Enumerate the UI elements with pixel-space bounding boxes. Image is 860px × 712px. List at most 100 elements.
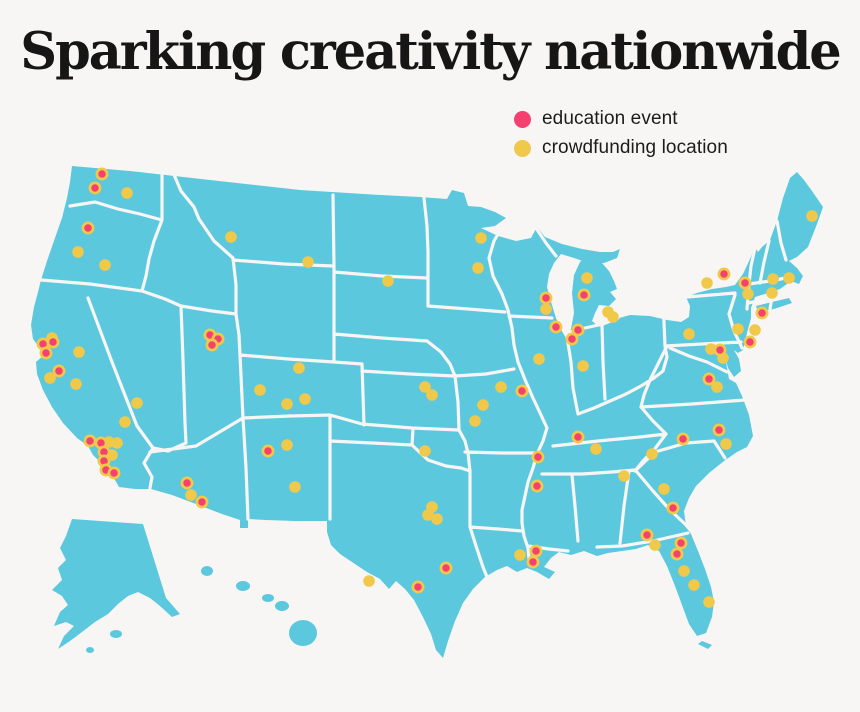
crowdfunding-dot — [99, 259, 111, 271]
crowdfunding-dot — [742, 288, 754, 300]
crowdfunding-dot — [618, 470, 630, 482]
education-event-dot — [261, 444, 275, 458]
education-event-dot — [52, 364, 66, 378]
education-event-dot — [713, 343, 727, 357]
hawaii-kauai — [201, 566, 213, 576]
education-event-dot — [571, 323, 585, 337]
education-event-dot — [180, 476, 194, 490]
education-event-legend-dot — [514, 110, 531, 128]
crowdfunding-dot — [540, 303, 552, 315]
crowdfunding-dot — [281, 398, 293, 410]
map-dots-layer — [36, 167, 818, 608]
education-event-dot — [738, 276, 752, 290]
crowdfunding-dot — [382, 275, 394, 287]
education-event-dot — [674, 536, 688, 550]
crowdfunding-dot — [44, 372, 56, 384]
crowdfunding-dot — [72, 246, 84, 258]
crowdfunding-dot — [783, 272, 795, 284]
education-event-dot — [743, 335, 757, 349]
education-event-dot — [529, 544, 543, 558]
crowdfunding-dot — [749, 324, 761, 336]
crowdfunding-dot — [577, 360, 589, 372]
education-event-dot — [717, 267, 731, 281]
crowdfunding-dot — [472, 262, 484, 274]
crowdfunding-dot — [469, 415, 481, 427]
education-event-dot — [571, 430, 585, 444]
crowdfunding-dot — [131, 397, 143, 409]
page-title: Sparking creativity nationwide — [20, 22, 841, 82]
education-event-dot — [81, 221, 95, 235]
crowdfunding-dot — [475, 232, 487, 244]
education-event-dot — [526, 555, 540, 569]
crowdfunding-dot — [581, 272, 593, 284]
crowdfunding-dot — [422, 509, 434, 521]
crowdfunding-dot — [767, 273, 779, 285]
legend-item-education: education event — [514, 108, 728, 130]
crowdfunding-dot — [732, 323, 744, 335]
crowdfunding-dot — [514, 549, 526, 561]
hawaii-molokai — [262, 594, 274, 602]
crowdfunding-dot — [658, 483, 670, 495]
education-event-dot — [46, 335, 60, 349]
education-event-dot — [676, 432, 690, 446]
crowdfunding-dot — [683, 328, 695, 340]
crowdfunding-dot — [720, 438, 732, 450]
education-event-dot — [83, 434, 97, 448]
crowdfunding-dot — [590, 443, 602, 455]
education-event-dot — [539, 291, 553, 305]
legend: education event crowdfunding location — [514, 108, 728, 159]
crowdfunding-dot — [688, 579, 700, 591]
education-event-dot — [712, 423, 726, 437]
crowdfunding-dot — [701, 277, 713, 289]
alaska-island — [86, 647, 94, 653]
education-event-dot — [107, 466, 121, 480]
legend-label: education event — [542, 108, 678, 129]
crowdfunding-dot — [111, 437, 123, 449]
education-event-dot — [195, 495, 209, 509]
legend-item-crowdfunding: crowdfunding location — [514, 137, 728, 159]
education-event-dot — [439, 561, 453, 575]
education-event-dot — [411, 580, 425, 594]
lower-48-landmass — [31, 166, 823, 658]
crowdfunding-dot — [225, 231, 237, 243]
crowdfunding-dot — [533, 353, 545, 365]
education-event-dot — [565, 332, 579, 346]
crowdfunding-dot — [806, 210, 818, 222]
education-event-dot — [577, 288, 591, 302]
crowdfunding-dot — [711, 381, 723, 393]
crowdfunding-dot — [678, 565, 690, 577]
education-event-dot — [515, 384, 529, 398]
education-event-dot — [88, 181, 102, 195]
crowdfunding-dot — [254, 384, 266, 396]
education-event-dot — [549, 320, 563, 334]
crowdfunding-dot — [607, 311, 619, 323]
crowdfunding-dot — [363, 575, 375, 587]
education-event-dot — [755, 306, 769, 320]
education-event-dot — [95, 167, 109, 181]
education-event-dot — [205, 338, 219, 352]
hawaii-big-island — [289, 620, 317, 646]
crowdfunding-dot — [477, 399, 489, 411]
crowdfunding-dot — [121, 187, 133, 199]
hawaii-maui — [275, 601, 289, 611]
crowdfunding-dot — [281, 439, 293, 451]
education-event-dot — [531, 450, 545, 464]
crowdfunding-dot — [766, 287, 778, 299]
crowdfunding-dot — [293, 362, 305, 374]
education-event-dot — [530, 479, 544, 493]
crowdfunding-dot — [419, 381, 431, 393]
education-event-dot — [39, 346, 53, 360]
crowdfunding-dot — [185, 489, 197, 501]
crowdfunding-dot — [495, 381, 507, 393]
crowdfunding-dot — [73, 346, 85, 358]
crowdfunding-legend-dot — [514, 139, 531, 157]
education-event-dot — [670, 547, 684, 561]
florida-keys — [698, 641, 712, 649]
crowdfunding-dot — [70, 378, 82, 390]
crowdfunding-dot — [119, 416, 131, 428]
crowdfunding-dot — [419, 445, 431, 457]
hawaii-oahu — [236, 581, 250, 591]
crowdfunding-dot — [649, 539, 661, 551]
